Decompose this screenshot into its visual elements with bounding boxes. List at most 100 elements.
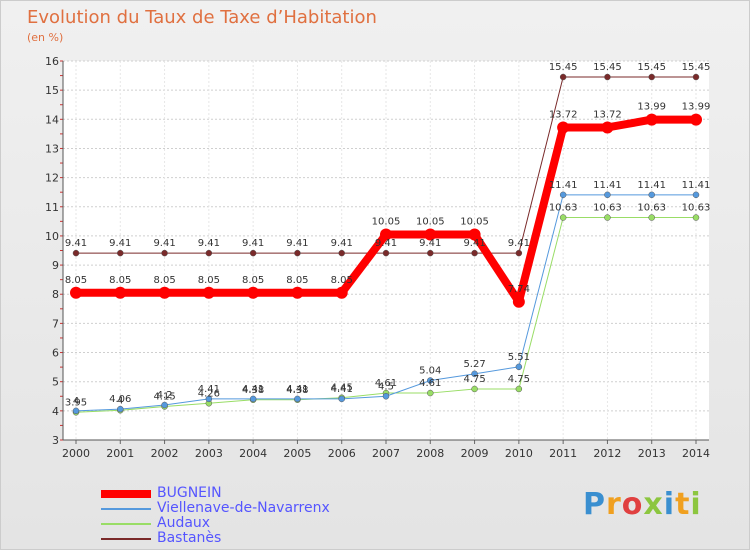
legend-swatch <box>101 538 151 540</box>
data-point-bugnein <box>557 121 570 134</box>
data-label-bugnein: 8.05 <box>153 275 175 286</box>
data-point-bastan-s <box>471 249 478 257</box>
data-point-bugnein <box>601 121 614 134</box>
data-point-bastan-s <box>604 73 611 81</box>
logo-letter: o <box>621 487 644 522</box>
data-point-bugnein <box>70 286 82 299</box>
y-tick-label: 16 <box>45 55 59 68</box>
data-label-bastan-s: 15.45 <box>637 62 666 73</box>
data-label-bastan-s: 15.45 <box>549 62 578 73</box>
data-label-viellenave-de-navarrenx: 4.41 <box>198 384 220 395</box>
data-label-bastan-s: 9.41 <box>286 238 308 249</box>
y-tick-label: 9 <box>52 259 59 272</box>
data-label-audaux: 4 <box>117 395 123 406</box>
data-point-bugnein <box>468 228 481 241</box>
data-label-bastan-s: 9.41 <box>508 238 530 249</box>
logo-letter: P <box>583 487 606 522</box>
data-label-viellenave-de-navarrenx: 4.5 <box>378 381 394 392</box>
data-label-bastan-s: 9.41 <box>419 238 441 249</box>
data-label-audaux: 4.38 <box>242 385 264 396</box>
data-label-bastan-s: 9.41 <box>331 238 353 249</box>
data-point-bastan-s <box>72 249 80 257</box>
data-label-viellenave-de-navarrenx: 4.06 <box>109 394 131 405</box>
data-label-audaux: 4.75 <box>463 374 485 385</box>
data-point-audaux <box>604 214 611 221</box>
x-tick-label: 2013 <box>638 447 666 460</box>
data-point-bugnein <box>247 286 260 299</box>
data-label-audaux: 4.75 <box>508 374 530 385</box>
legend-swatch <box>101 508 151 510</box>
data-point-bastan-s <box>249 249 257 257</box>
proxiti-logo: Proxiti <box>583 487 702 522</box>
data-label-bugnein: 8.05 <box>331 275 353 286</box>
chart-subtitle: (en %) <box>27 31 64 44</box>
data-label-viellenave-de-navarrenx: 5.04 <box>419 366 441 377</box>
data-label-bugnein: 13.99 <box>682 102 711 113</box>
data-point-viellenave-de-navarrenx <box>205 395 213 403</box>
data-label-bugnein: 8.05 <box>242 275 264 286</box>
data-point-bugnein <box>114 286 127 299</box>
data-label-bugnein: 8.05 <box>109 275 131 286</box>
data-label-bugnein: 13.99 <box>637 102 666 113</box>
data-point-viellenave-de-navarrenx <box>249 395 257 403</box>
data-label-bastan-s: 9.41 <box>153 238 175 249</box>
data-point-bastan-s <box>559 73 567 81</box>
data-label-bugnein: 13.72 <box>593 109 622 120</box>
data-label-bugnein: 10.05 <box>416 216 445 227</box>
x-tick-label: 2014 <box>682 447 710 460</box>
data-label-viellenave-de-navarrenx: 4.41 <box>242 384 264 395</box>
data-label-audaux: 4.15 <box>153 391 175 402</box>
data-point-bastan-s <box>382 249 390 257</box>
data-label-viellenave-de-navarrenx: 4.41 <box>286 384 308 395</box>
data-point-bugnein <box>291 286 304 299</box>
data-label-viellenave-de-navarrenx: 11.41 <box>549 180 578 191</box>
data-label-viellenave-de-navarrenx: 4 <box>73 396 79 407</box>
x-tick-label: 2008 <box>416 447 444 460</box>
data-label-bugnein: 8.05 <box>286 275 308 286</box>
y-tick-label: 4 <box>52 405 59 418</box>
y-tick-label: 3 <box>52 434 59 447</box>
legend-swatch <box>101 490 151 498</box>
legend-label: Audaux <box>157 515 211 531</box>
y-tick-label: 8 <box>52 288 59 301</box>
data-label-viellenave-de-navarrenx: 11.41 <box>637 180 666 191</box>
data-point-viellenave-de-navarrenx <box>471 370 478 378</box>
y-tick-label: 14 <box>45 113 59 126</box>
data-point-audaux <box>515 385 523 393</box>
data-label-bugnein: 10.05 <box>372 216 401 227</box>
data-label-viellenave-de-navarrenx: 11.41 <box>682 180 711 191</box>
data-label-audaux: 4.45 <box>331 383 353 394</box>
data-point-viellenave-de-navarrenx <box>515 363 523 371</box>
y-tick-label: 5 <box>52 376 59 389</box>
data-point-bugnein <box>202 286 215 299</box>
data-label-bastan-s: 15.45 <box>682 62 711 73</box>
data-label-viellenave-de-navarrenx: 5.27 <box>463 359 485 370</box>
legend-swatch <box>101 523 151 525</box>
x-tick-label: 2007 <box>372 447 400 460</box>
chart-title: Evolution du Taux de Taxe d’Habitation <box>27 7 377 28</box>
legend-label: BUGNEIN <box>157 485 222 501</box>
data-point-audaux <box>427 389 434 397</box>
data-point-viellenave-de-navarrenx <box>648 191 655 199</box>
x-tick-label: 2006 <box>328 447 356 460</box>
data-point-audaux <box>648 214 655 221</box>
data-point-viellenave-de-navarrenx <box>382 393 390 400</box>
data-point-bastan-s <box>515 249 523 257</box>
x-tick-label: 2012 <box>593 447 621 460</box>
y-tick-label: 15 <box>45 84 59 97</box>
x-tick-label: 2005 <box>283 447 311 460</box>
data-point-bugnein <box>335 286 348 299</box>
data-label-bastan-s: 9.41 <box>109 238 131 249</box>
data-label-audaux: 3.95 <box>65 397 87 408</box>
data-point-bugnein <box>424 228 437 241</box>
data-label-bugnein: 8.05 <box>198 275 220 286</box>
x-tick-label: 2009 <box>461 447 489 460</box>
legend-label: Bastanès <box>157 530 222 546</box>
data-label-viellenave-de-navarrenx: 11.41 <box>593 180 622 191</box>
data-point-bugnein <box>158 286 171 299</box>
data-label-bastan-s: 9.41 <box>198 238 220 249</box>
data-label-viellenave-de-navarrenx: 4.2 <box>157 390 173 401</box>
data-point-bastan-s <box>205 249 213 257</box>
data-point-viellenave-de-navarrenx <box>559 191 567 199</box>
